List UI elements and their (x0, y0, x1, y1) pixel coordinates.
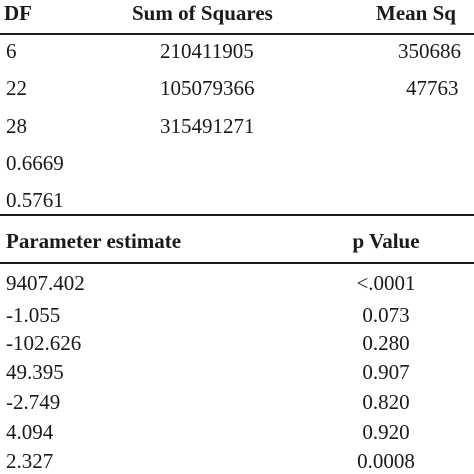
sum-of-squares-cell: 210411905 (160, 39, 254, 63)
p-value-column-header: p Value (352, 229, 420, 253)
sum-of-squares-cell: 105079366 (160, 76, 255, 100)
p-value-cell: 0.0008 (357, 449, 415, 473)
adjusted-r-squared-value: 0.5761 (6, 188, 64, 212)
parameter-estimate-cell: -2.749 (6, 390, 61, 414)
df-cell: 28 (6, 114, 27, 138)
p-value-cell: 0.920 (362, 420, 410, 444)
p-value-cell: <.0001 (356, 271, 416, 295)
parameter-estimate-cell: 9407.402 (6, 271, 85, 295)
anova-header-rule (0, 33, 474, 35)
mean-square-column-header: Mean Sq (376, 1, 456, 25)
parameter-estimate-cell: 4.094 (6, 420, 54, 444)
parameter-header-rule (0, 262, 474, 264)
mean-square-cell: 47763 (406, 76, 459, 100)
parameter-estimate-column-header: Parameter estimate (6, 229, 182, 253)
p-value-cell: 0.820 (362, 390, 410, 414)
r-squared-value: 0.6669 (6, 151, 64, 175)
df-cell: 22 (6, 76, 27, 100)
sum-of-squares-cell: 315491271 (160, 114, 255, 138)
parameter-estimate-cell: 2.327 (6, 449, 54, 473)
parameter-estimate-cell: 49.395 (6, 360, 64, 384)
mean-square-cell: 350686 (398, 39, 461, 63)
p-value-cell: 0.073 (362, 303, 410, 327)
anova-bottom-rule (0, 214, 474, 216)
p-value-cell: 0.280 (362, 331, 410, 355)
df-column-header: DF (4, 1, 32, 25)
df-cell: 6 (6, 39, 17, 63)
sum-of-squares-column-header: Sum of Squares (132, 1, 273, 25)
p-value-cell: 0.907 (362, 360, 410, 384)
parameter-estimate-cell: -102.626 (6, 331, 82, 355)
parameter-estimate-cell: -1.055 (6, 303, 61, 327)
